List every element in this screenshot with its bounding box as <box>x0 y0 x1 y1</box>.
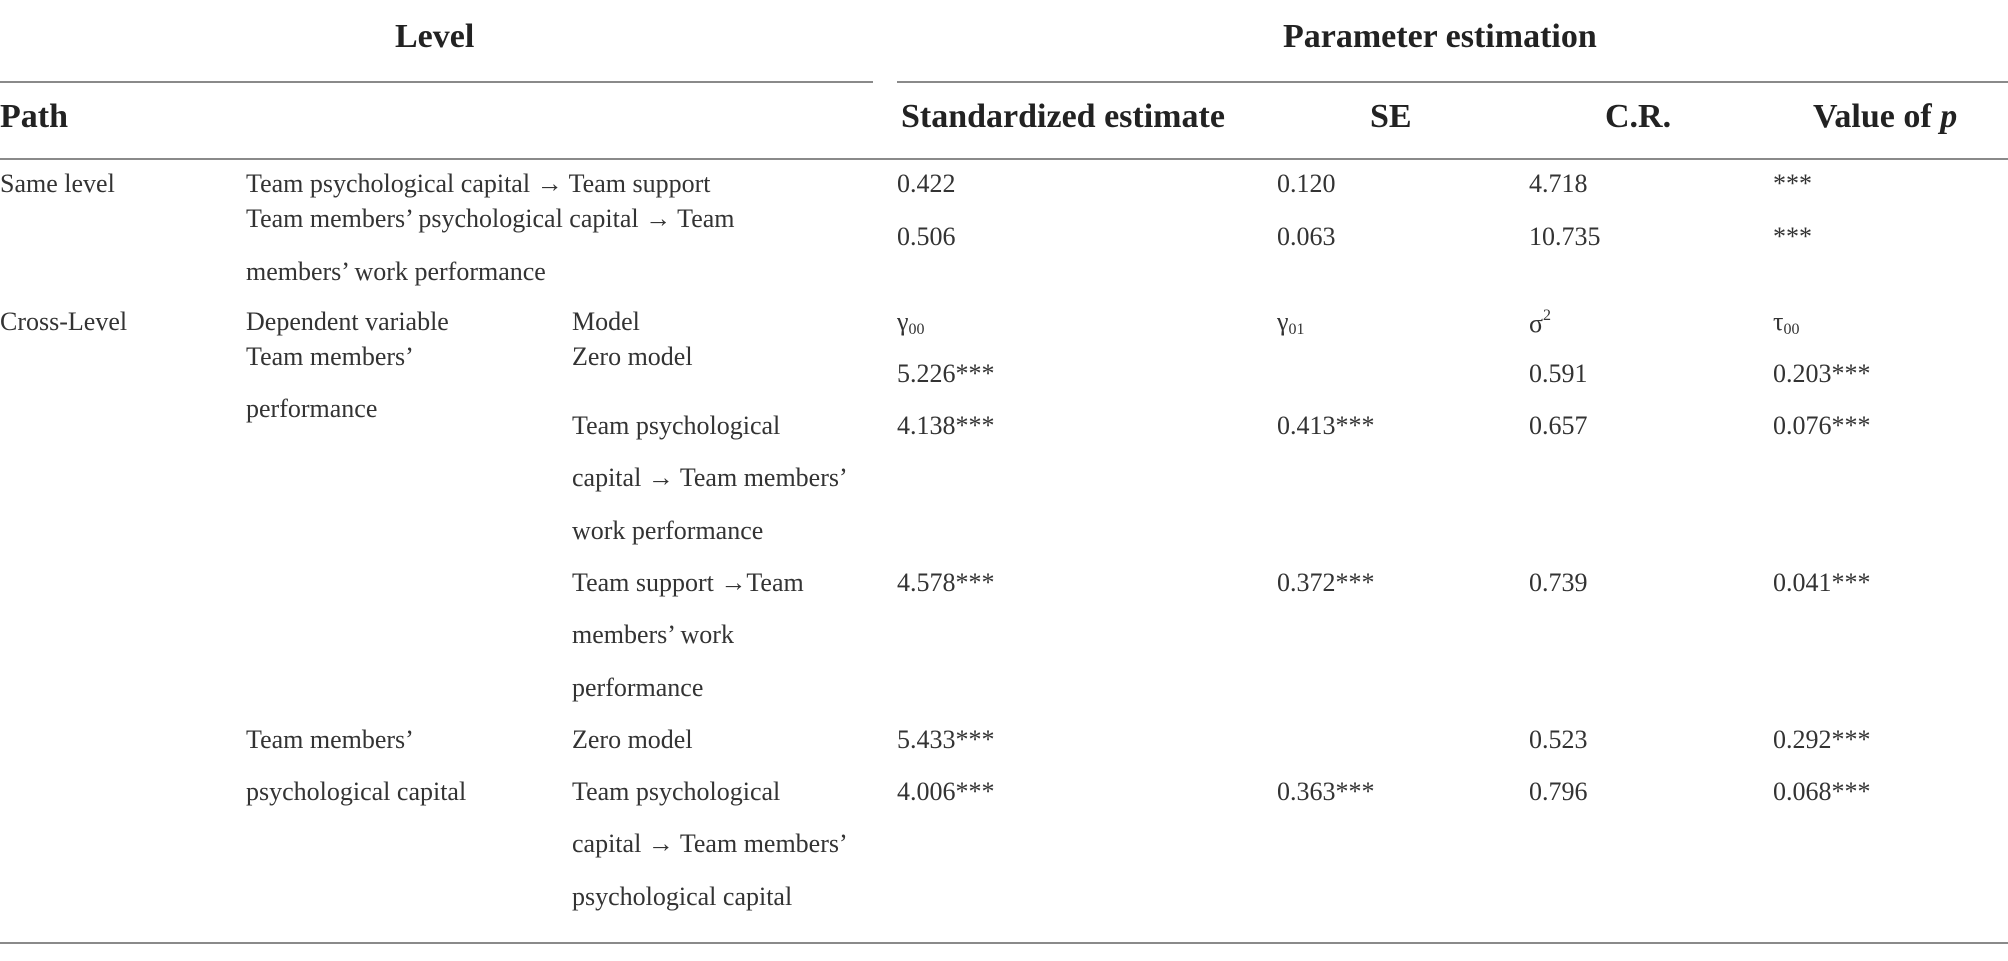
rule-under-parameter-estimation <box>897 81 2008 83</box>
rule-table-bottom <box>0 942 2008 944</box>
header-value-of-p-prefix: Value of <box>1813 98 1941 135</box>
gamma01-base: γ <box>1277 307 1289 336</box>
same-level-row1-estimate: 0.422 <box>897 169 956 198</box>
header-value-of-p: Value of p <box>1813 98 1957 136</box>
same-level-row1-cr: 4.718 <box>1529 169 1588 198</box>
same-level-row2-path-line1: Team members’ psychological capital → Te… <box>246 204 735 233</box>
rule-under-header <box>0 158 2008 160</box>
group1-row3-g00: 4.578*** <box>897 568 995 597</box>
group1-row1-sigma2: 0.591 <box>1529 359 1588 388</box>
cross-level-label: Cross-Level <box>0 307 128 336</box>
group1-row2-model-line2: capital → Team members’ <box>572 463 848 492</box>
same-level-row2-se: 0.063 <box>1277 222 1336 251</box>
sigma-base: σ <box>1529 309 1544 338</box>
model-label: Model <box>572 307 640 336</box>
gamma01-sub: 01 <box>1288 321 1305 338</box>
tau00-base: τ <box>1773 307 1784 336</box>
group1-row3-sigma2: 0.739 <box>1529 568 1588 597</box>
same-level-row2-p: *** <box>1773 222 1812 251</box>
group2-dv-line1: Team members’ <box>246 725 414 754</box>
same-level-row1-p: *** <box>1773 169 1812 198</box>
group1-row2-tau00: 0.076*** <box>1773 411 1871 440</box>
group2-row1-g00: 5.433*** <box>897 725 995 754</box>
col-tau00: τ00 <box>1773 307 1799 339</box>
group1-row2-g00: 4.138*** <box>897 411 995 440</box>
same-level-row2-estimate: 0.506 <box>897 222 956 251</box>
header-se: SE <box>1370 98 1412 135</box>
same-level-label: Same level <box>0 169 115 198</box>
group1-row3-g01: 0.372*** <box>1277 568 1375 597</box>
group1-row1-model: Zero model <box>572 342 693 371</box>
same-level-row1-path: Team psychological capital → Team suppor… <box>246 169 711 198</box>
header-p-italic: p <box>1940 98 1958 135</box>
group1-row2-sigma2: 0.657 <box>1529 411 1588 440</box>
group1-row1-tau00: 0.203*** <box>1773 359 1871 388</box>
group2-row2-model-line2: capital → Team members’ <box>572 829 848 858</box>
group2-row2-sigma2: 0.796 <box>1529 777 1588 806</box>
header-parameter-estimation: Parameter estimation <box>1283 18 1597 55</box>
group1-row1-g00: 5.226*** <box>897 359 995 388</box>
same-level-row2-cr: 10.735 <box>1529 222 1601 251</box>
group1-row3-model-line2: members’ work <box>572 620 734 649</box>
gamma00-base: γ <box>897 307 909 336</box>
group2-row2-g01: 0.363*** <box>1277 777 1375 806</box>
gamma00-sub: 00 <box>908 321 925 338</box>
group2-row1-sigma2: 0.523 <box>1529 725 1588 754</box>
same-level-row1-se: 0.120 <box>1277 169 1336 198</box>
group1-row3-tau00: 0.041*** <box>1773 568 1871 597</box>
col-gamma01: γ01 <box>1277 307 1305 339</box>
group2-row2-tau00: 0.068*** <box>1773 777 1871 806</box>
header-cr: C.R. <box>1605 98 1672 135</box>
tau00-sub: 00 <box>1783 321 1800 338</box>
group1-dv-line1: Team members’ <box>246 342 414 371</box>
group2-dv-line2: psychological capital <box>246 777 467 806</box>
header-level: Level <box>395 18 475 55</box>
group1-row3-model-line3: performance <box>572 673 704 702</box>
sigma-sup: 2 <box>1543 307 1552 324</box>
group2-row1-model: Zero model <box>572 725 693 754</box>
rule-under-level <box>0 81 873 83</box>
group2-row2-g00: 4.006*** <box>897 777 995 806</box>
col-gamma00: γ00 <box>897 307 925 339</box>
group2-row1-tau00: 0.292*** <box>1773 725 1871 754</box>
group2-row2-model-line1: Team psychological <box>572 777 781 806</box>
header-path: Path <box>0 98 68 135</box>
dependent-variable-label: Dependent variable <box>246 307 449 336</box>
group1-dv-line2: performance <box>246 394 378 423</box>
group1-row3-model-line1: Team support →Team <box>572 568 804 597</box>
group1-row2-g01: 0.413*** <box>1277 411 1375 440</box>
group1-row2-model-line1: Team psychological <box>572 411 781 440</box>
group1-row2-model-line3: work performance <box>572 516 764 545</box>
same-level-row2-path-line2: members’ work performance <box>246 257 546 286</box>
header-standardized-estimate: Standardized estimate <box>901 98 1225 135</box>
col-sigma2: σ2 <box>1529 307 1551 339</box>
group2-row2-model-line3: psychological capital <box>572 882 793 911</box>
